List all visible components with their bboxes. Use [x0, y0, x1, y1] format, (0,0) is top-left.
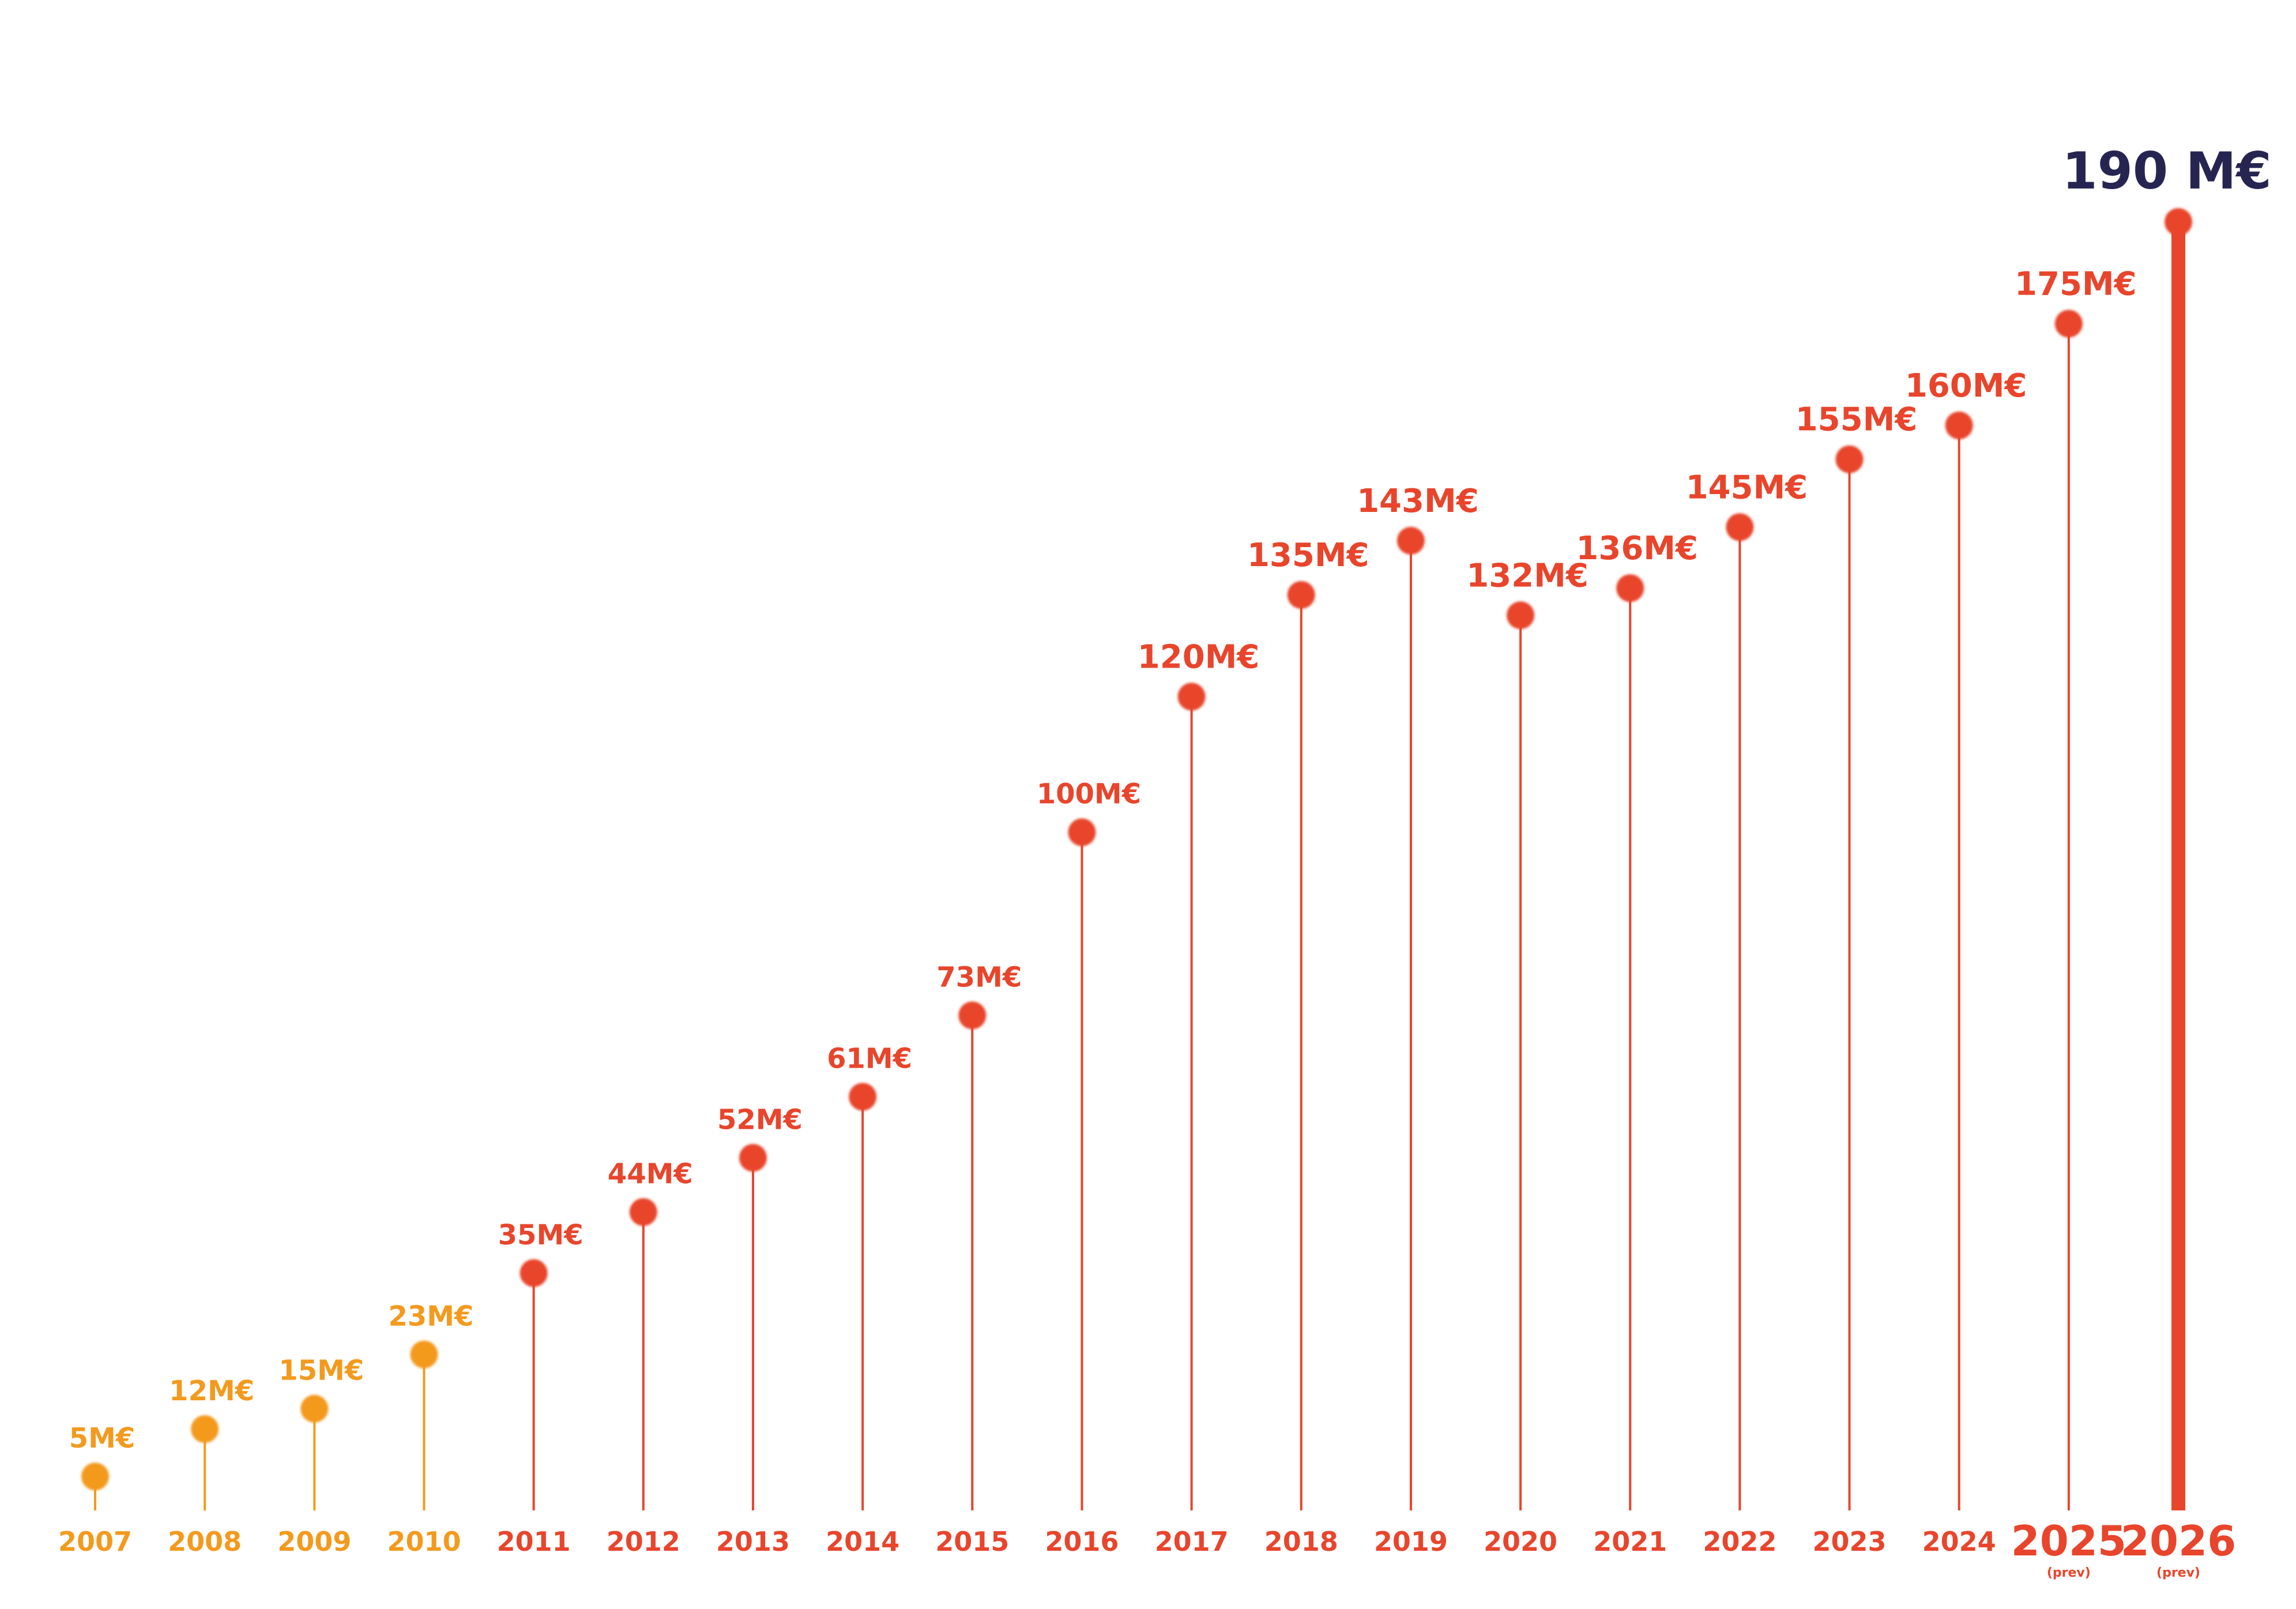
point-2007 — [81, 1463, 109, 1491]
year-label-2025: 2025 — [2011, 1517, 2126, 1565]
value-label-2023: 155M€ — [1796, 401, 1918, 439]
year-label-2026: 2026 — [2121, 1517, 2236, 1565]
year-label-2016: 2016 — [1045, 1526, 1119, 1557]
year-label-2009: 2009 — [277, 1526, 351, 1557]
year-labels-layer: 2007 2008 2009 2010 2011 2012 2013 2014 2015 2016… — [58, 1517, 2236, 1580]
value-label-2016: 100M€ — [1037, 778, 1141, 811]
value-label-2025: 175M€ — [2015, 265, 2137, 303]
value-label-2020: 132M€ — [1466, 557, 1589, 594]
year-label-2014: 2014 — [826, 1526, 899, 1557]
year-label-2011: 2011 — [497, 1526, 571, 1557]
point-2008 — [191, 1415, 219, 1443]
year-label-2008: 2008 — [168, 1526, 242, 1557]
year-label-2023: 2023 — [1813, 1526, 1887, 1557]
point-2019 — [1397, 526, 1425, 555]
value-label-2010: 23M€ — [388, 1300, 473, 1332]
year-label-2018: 2018 — [1264, 1526, 1338, 1557]
value-labels-layer: 5M€ 12M€ 15M€ 23M€ 35M€ 44M€ 52M€ 61M€ 73M€ 100M€… — [69, 141, 2272, 1454]
year-label-2020: 2020 — [1484, 1526, 1557, 1557]
point-2017 — [1177, 683, 1206, 711]
point-2026 — [2165, 208, 2192, 236]
year-label-2010: 2010 — [387, 1526, 461, 1557]
point-2011 — [520, 1259, 548, 1287]
prev-note-2025: (prev) — [2047, 1566, 2091, 1580]
value-label-2026: 190 M€ — [2062, 141, 2271, 201]
point-2013 — [739, 1144, 767, 1172]
year-label-2013: 2013 — [716, 1526, 790, 1557]
dots-layer — [81, 208, 2192, 1491]
prev-note-2026: (prev) — [2156, 1566, 2200, 1580]
point-2022 — [1726, 513, 1754, 541]
value-label-2014: 61M€ — [827, 1042, 912, 1075]
point-2024 — [1945, 411, 1973, 439]
point-2023 — [1835, 445, 1864, 473]
value-label-2007: 5M€ — [69, 1422, 135, 1454]
point-2009 — [300, 1395, 329, 1423]
point-2010 — [410, 1340, 438, 1369]
value-label-2017: 120M€ — [1138, 638, 1260, 676]
year-label-2017: 2017 — [1155, 1526, 1229, 1557]
value-label-2011: 35M€ — [498, 1219, 584, 1251]
value-label-2021: 136M€ — [1576, 530, 1698, 567]
value-label-2008: 12M€ — [169, 1375, 254, 1407]
year-label-2019: 2019 — [1374, 1526, 1448, 1557]
point-2025 — [2054, 310, 2083, 338]
year-label-2012: 2012 — [607, 1526, 680, 1557]
value-label-2013: 52M€ — [717, 1103, 803, 1136]
value-label-2022: 145M€ — [1686, 469, 1808, 506]
point-2021 — [1616, 574, 1644, 602]
year-label-2021: 2021 — [1593, 1526, 1667, 1557]
year-label-2007: 2007 — [58, 1526, 132, 1557]
point-2015 — [958, 1001, 987, 1030]
stems-layer — [94, 222, 2185, 1510]
value-label-2024: 160M€ — [1905, 367, 2027, 405]
point-2016 — [1068, 818, 1096, 846]
value-label-2015: 73M€ — [936, 961, 1022, 993]
year-label-2024: 2024 — [1922, 1526, 1996, 1557]
point-2018 — [1287, 581, 1315, 609]
year-label-2015: 2015 — [935, 1526, 1009, 1557]
value-label-2019: 143M€ — [1357, 483, 1479, 520]
point-2020 — [1507, 601, 1535, 630]
year-label-2022: 2022 — [1703, 1526, 1776, 1557]
point-2012 — [629, 1198, 657, 1226]
value-label-2012: 44M€ — [608, 1158, 693, 1190]
value-label-2009: 15M€ — [278, 1355, 364, 1387]
point-2014 — [849, 1083, 877, 1111]
value-label-2018: 135M€ — [1247, 537, 1369, 574]
